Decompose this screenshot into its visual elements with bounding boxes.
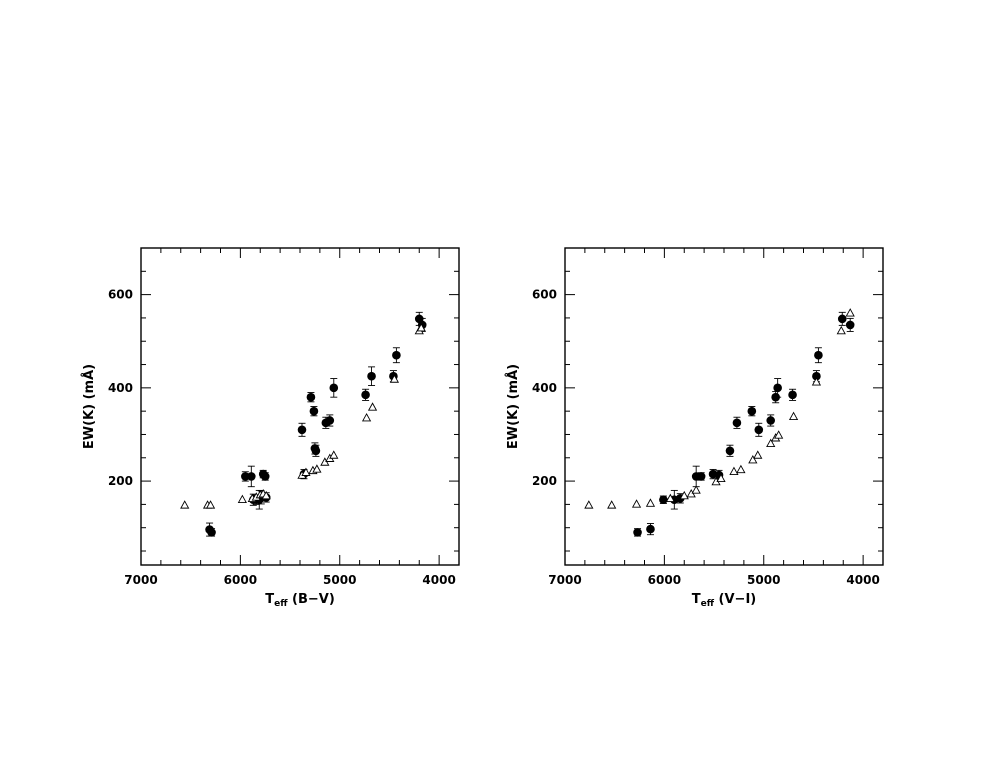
data-point-filled-circle <box>747 406 757 416</box>
data-point-filled-circle <box>329 383 339 393</box>
data-point-open-triangle <box>811 377 822 386</box>
data-point-open-triangle <box>261 490 271 500</box>
data-point-open-triangle <box>774 430 784 439</box>
data-point-filled-circle <box>696 472 706 481</box>
data-point-open-triangle <box>748 454 758 464</box>
x-tick-label: 4000 <box>422 573 455 587</box>
data-point-filled-circle <box>297 425 307 435</box>
x-axis-label-suffix: (B−V) <box>288 592 335 607</box>
data-point-open-triangle <box>691 485 701 494</box>
data-point-open-triangle <box>584 500 594 509</box>
data-point-open-triangle <box>301 467 311 476</box>
x-tick-label: 4000 <box>846 573 879 587</box>
data-point-open-triangle <box>389 374 400 383</box>
data-point-open-triangle <box>205 500 216 509</box>
data-point-open-triangle <box>645 498 656 507</box>
x-tick-label: 5000 <box>747 573 780 587</box>
y-tick-label: 200 <box>532 474 557 488</box>
x-tick-label: 6000 <box>648 573 681 587</box>
data-point-filled-circle <box>633 528 642 537</box>
data-point-open-triangle <box>766 438 776 448</box>
plot-frame <box>564 247 884 566</box>
right-panel: 7000 6000 5000 4000 200 400 600 Teff (V−I) EW(K)… <box>505 247 884 609</box>
data-point-filled-circle <box>837 314 847 324</box>
data-point-open-triangle <box>716 473 726 483</box>
data-point-filled-circle <box>646 524 655 534</box>
y-tick-label: 600 <box>532 288 557 302</box>
data-point-open-triangle <box>679 490 689 500</box>
data-point-filled-circle <box>361 390 370 400</box>
x-axis-label-suffix: (V−I) <box>714 592 756 607</box>
data-point-open-triangle <box>753 450 763 459</box>
x-axis-label-subscript: eff <box>701 599 715 609</box>
data-point-open-triangle <box>788 411 799 421</box>
x-axis-label-subscript: eff <box>274 599 288 609</box>
data-point-open-triangle <box>736 464 746 474</box>
data-point-filled-circle <box>732 418 742 428</box>
x-axis-label-main: T <box>692 592 701 607</box>
data-point-open-triangle <box>237 494 247 503</box>
x-tick-label: 7000 <box>548 573 581 587</box>
x-tick-label: 7000 <box>124 573 157 587</box>
y-axis-label: EW(K) (mÅ) <box>505 364 521 449</box>
data-point-filled-circle <box>773 383 782 393</box>
x-axis-label: Teff (V−I) <box>692 592 756 609</box>
data-point-filled-circle <box>754 425 764 435</box>
data-point-filled-circle <box>845 320 855 330</box>
x-axis-label-main: T <box>265 592 274 607</box>
data-point-open-triangle <box>367 402 378 411</box>
data-point-open-triangle <box>312 464 322 473</box>
data-point-open-triangle <box>416 323 426 332</box>
data-point-filled-circle <box>260 472 270 481</box>
plot-frame <box>140 247 460 566</box>
data-point-filled-circle <box>659 495 668 505</box>
y-tick-label: 600 <box>108 288 133 302</box>
x-tick-label: 5000 <box>323 573 356 587</box>
x-tick-label: 6000 <box>224 573 257 587</box>
data-point-filled-circle <box>306 392 316 402</box>
data-point-open-triangle <box>329 450 339 459</box>
data-point-filled-circle <box>812 371 821 381</box>
x-axis-label: Teff (B−V) <box>265 592 335 609</box>
data-point-open-triangle <box>845 308 855 317</box>
data-point-filled-circle <box>241 472 250 481</box>
y-axis-label: EW(K) (mÅ) <box>81 364 97 449</box>
data-point-open-triangle <box>665 493 675 503</box>
data-point-filled-circle <box>725 446 735 456</box>
y-tick-label: 200 <box>108 474 133 488</box>
y-tick-label: 400 <box>532 381 557 395</box>
data-point-filled-circle <box>325 416 335 425</box>
data-point-filled-circle <box>309 406 319 416</box>
data-point-open-triangle <box>607 500 617 509</box>
data-point-open-triangle <box>836 325 846 335</box>
y-tick-label: 400 <box>108 381 133 395</box>
data-point-open-triangle <box>180 500 190 509</box>
data-point-filled-circle <box>207 528 216 537</box>
data-point-filled-circle <box>766 416 776 425</box>
data-point-filled-circle <box>367 371 376 381</box>
data-point-filled-circle <box>788 390 797 400</box>
data-point-open-triangle <box>729 466 739 476</box>
left-panel: 7000 6000 5000 4000 200 400 600 Teff (B−V) EW(K)… <box>81 247 460 609</box>
data-point-open-triangle <box>631 499 642 508</box>
data-point-filled-circle <box>311 446 321 456</box>
data-point-open-triangle <box>361 413 372 422</box>
data-point-filled-circle <box>392 350 401 360</box>
data-point-filled-circle <box>814 350 823 360</box>
data-point-filled-circle <box>247 472 256 481</box>
